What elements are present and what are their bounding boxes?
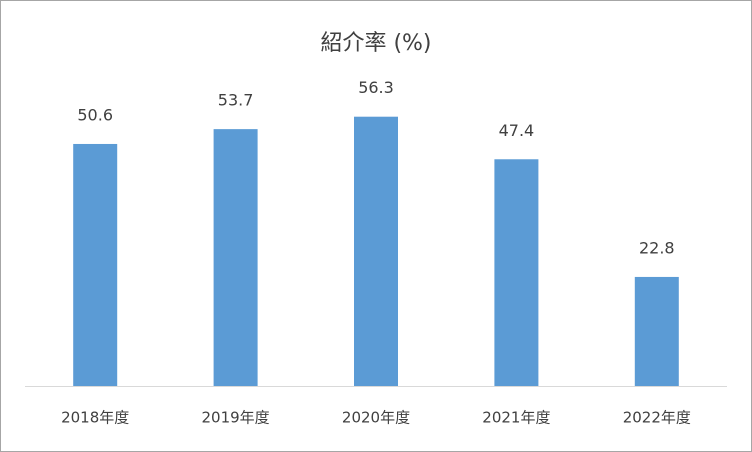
data-label: 56.3: [358, 78, 394, 97]
x-tick-label: 2020年度: [342, 409, 410, 427]
data-label: 22.8: [639, 238, 675, 257]
data-label: 50.6: [77, 105, 113, 124]
x-tick-label: 2022年度: [623, 409, 691, 427]
data-label: 53.7: [218, 91, 254, 110]
x-tick-label: 2021年度: [482, 409, 550, 427]
chart-title: 紹介率 (%): [320, 31, 431, 56]
bar: [213, 129, 258, 386]
bar: [634, 276, 679, 386]
bar: [494, 159, 539, 386]
x-tick-label: 2018年度: [61, 409, 129, 427]
data-label: 47.4: [499, 121, 535, 140]
bar: [73, 143, 118, 386]
x-tick-label: 2019年度: [202, 409, 270, 427]
bar: [354, 116, 398, 386]
